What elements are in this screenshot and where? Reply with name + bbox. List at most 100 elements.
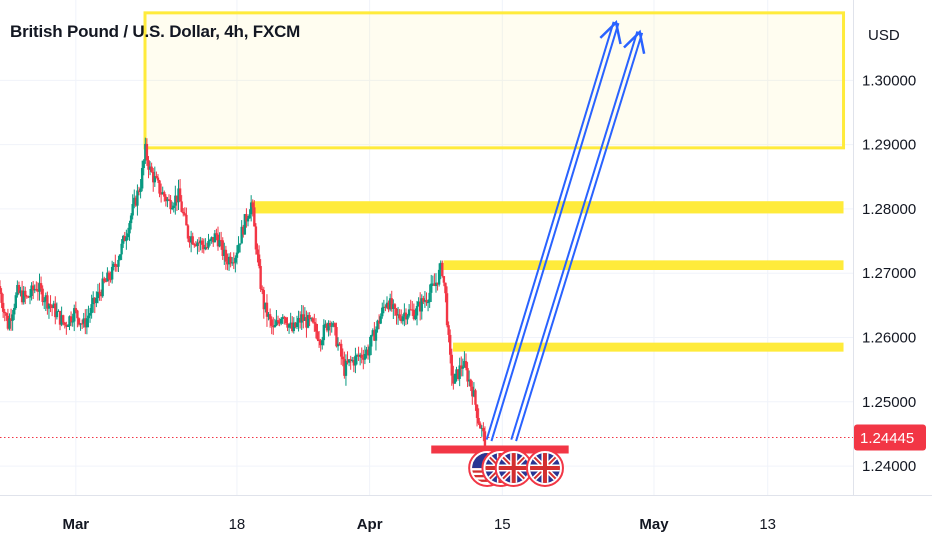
candle-body xyxy=(128,223,131,234)
candle-body xyxy=(61,315,65,323)
candle xyxy=(208,238,212,246)
candle xyxy=(1,293,5,318)
candle-body xyxy=(284,317,288,324)
candle-body xyxy=(161,192,164,195)
candle xyxy=(368,336,371,363)
candle xyxy=(381,302,384,319)
candle-body xyxy=(147,160,150,170)
candle-body xyxy=(251,202,254,208)
candle xyxy=(248,209,251,219)
candle xyxy=(351,356,354,363)
candle-body xyxy=(393,304,397,309)
candle-body xyxy=(407,309,411,316)
candle-body xyxy=(16,285,19,296)
candle-body xyxy=(0,292,3,303)
resistance-zones xyxy=(143,11,846,352)
candle xyxy=(61,314,65,326)
candle-body xyxy=(461,366,465,369)
candle-body xyxy=(114,263,117,266)
candle xyxy=(65,321,68,335)
candle xyxy=(377,314,381,330)
candle xyxy=(133,189,136,209)
candle-body xyxy=(373,330,376,341)
candle-body xyxy=(335,326,338,347)
candle-body xyxy=(232,262,235,264)
candle-body xyxy=(415,305,419,316)
candle xyxy=(338,342,341,346)
candle-body xyxy=(22,290,25,303)
candle-body xyxy=(343,359,346,376)
resistance-zone-band xyxy=(251,201,844,214)
candle-body xyxy=(85,318,89,328)
candle xyxy=(85,308,89,335)
candle-body xyxy=(58,310,62,325)
candle xyxy=(390,290,393,312)
candle-body xyxy=(412,309,416,320)
candle xyxy=(129,213,133,230)
candle-body xyxy=(306,315,310,328)
event-icons[interactable] xyxy=(468,449,564,487)
uk-flag-icon[interactable] xyxy=(494,449,533,487)
candle xyxy=(398,309,401,321)
price-axis[interactable]: USD 1.24000 1.25000 1.26000 1.27000 1.28000 1.… xyxy=(853,0,927,495)
candle-body xyxy=(366,349,370,356)
candle-body xyxy=(430,283,433,293)
candle xyxy=(479,421,482,429)
candle xyxy=(24,286,27,305)
candle xyxy=(330,321,333,333)
candle xyxy=(322,319,326,346)
candle-body xyxy=(365,349,368,354)
candle-body xyxy=(71,321,74,323)
arrow-shaft xyxy=(485,21,615,440)
candle xyxy=(294,321,297,329)
candle-body xyxy=(208,239,212,242)
candle-body xyxy=(95,298,98,304)
candle-body xyxy=(3,311,6,314)
candle-body xyxy=(107,272,111,280)
currency-label: USD xyxy=(868,27,900,44)
candle-body xyxy=(93,297,96,304)
candle-body xyxy=(460,365,463,369)
candle-body xyxy=(319,341,322,346)
candle-body xyxy=(298,318,302,323)
candle xyxy=(319,338,322,352)
candle-body xyxy=(221,240,224,256)
candle xyxy=(199,236,202,251)
uk-flag-icon[interactable] xyxy=(525,449,564,487)
candle-body xyxy=(200,240,204,245)
candle xyxy=(281,314,284,324)
candle-body xyxy=(226,261,229,265)
price-tick-label: 1.30000 xyxy=(862,72,916,89)
candle xyxy=(57,309,60,312)
candle-body xyxy=(139,188,142,193)
arrow-head xyxy=(599,20,622,45)
candle-body xyxy=(314,323,318,332)
time-axis[interactable]: Mar 18 Apr 15 May 13 xyxy=(0,495,932,534)
candle-body xyxy=(254,226,258,250)
candle-body xyxy=(13,308,16,315)
candle-body xyxy=(325,323,329,331)
candle-body xyxy=(474,390,477,405)
arrow-shaft xyxy=(510,31,639,440)
candle xyxy=(152,167,155,192)
candle-body xyxy=(475,404,479,418)
candle-body xyxy=(450,354,453,376)
candle xyxy=(275,310,278,327)
candle-body xyxy=(426,302,430,304)
candle-body xyxy=(370,335,373,347)
candle xyxy=(101,271,104,298)
candle xyxy=(122,234,125,248)
candle xyxy=(279,317,283,326)
candle xyxy=(99,289,103,302)
candle xyxy=(259,259,262,292)
candle-body xyxy=(57,310,60,312)
candle xyxy=(347,359,351,367)
candle-body xyxy=(384,306,387,308)
candle-body xyxy=(47,304,51,309)
candle xyxy=(333,322,337,336)
candle xyxy=(336,337,340,351)
candle-body xyxy=(35,288,38,291)
candle-body xyxy=(352,359,356,366)
candle-body xyxy=(46,295,49,309)
